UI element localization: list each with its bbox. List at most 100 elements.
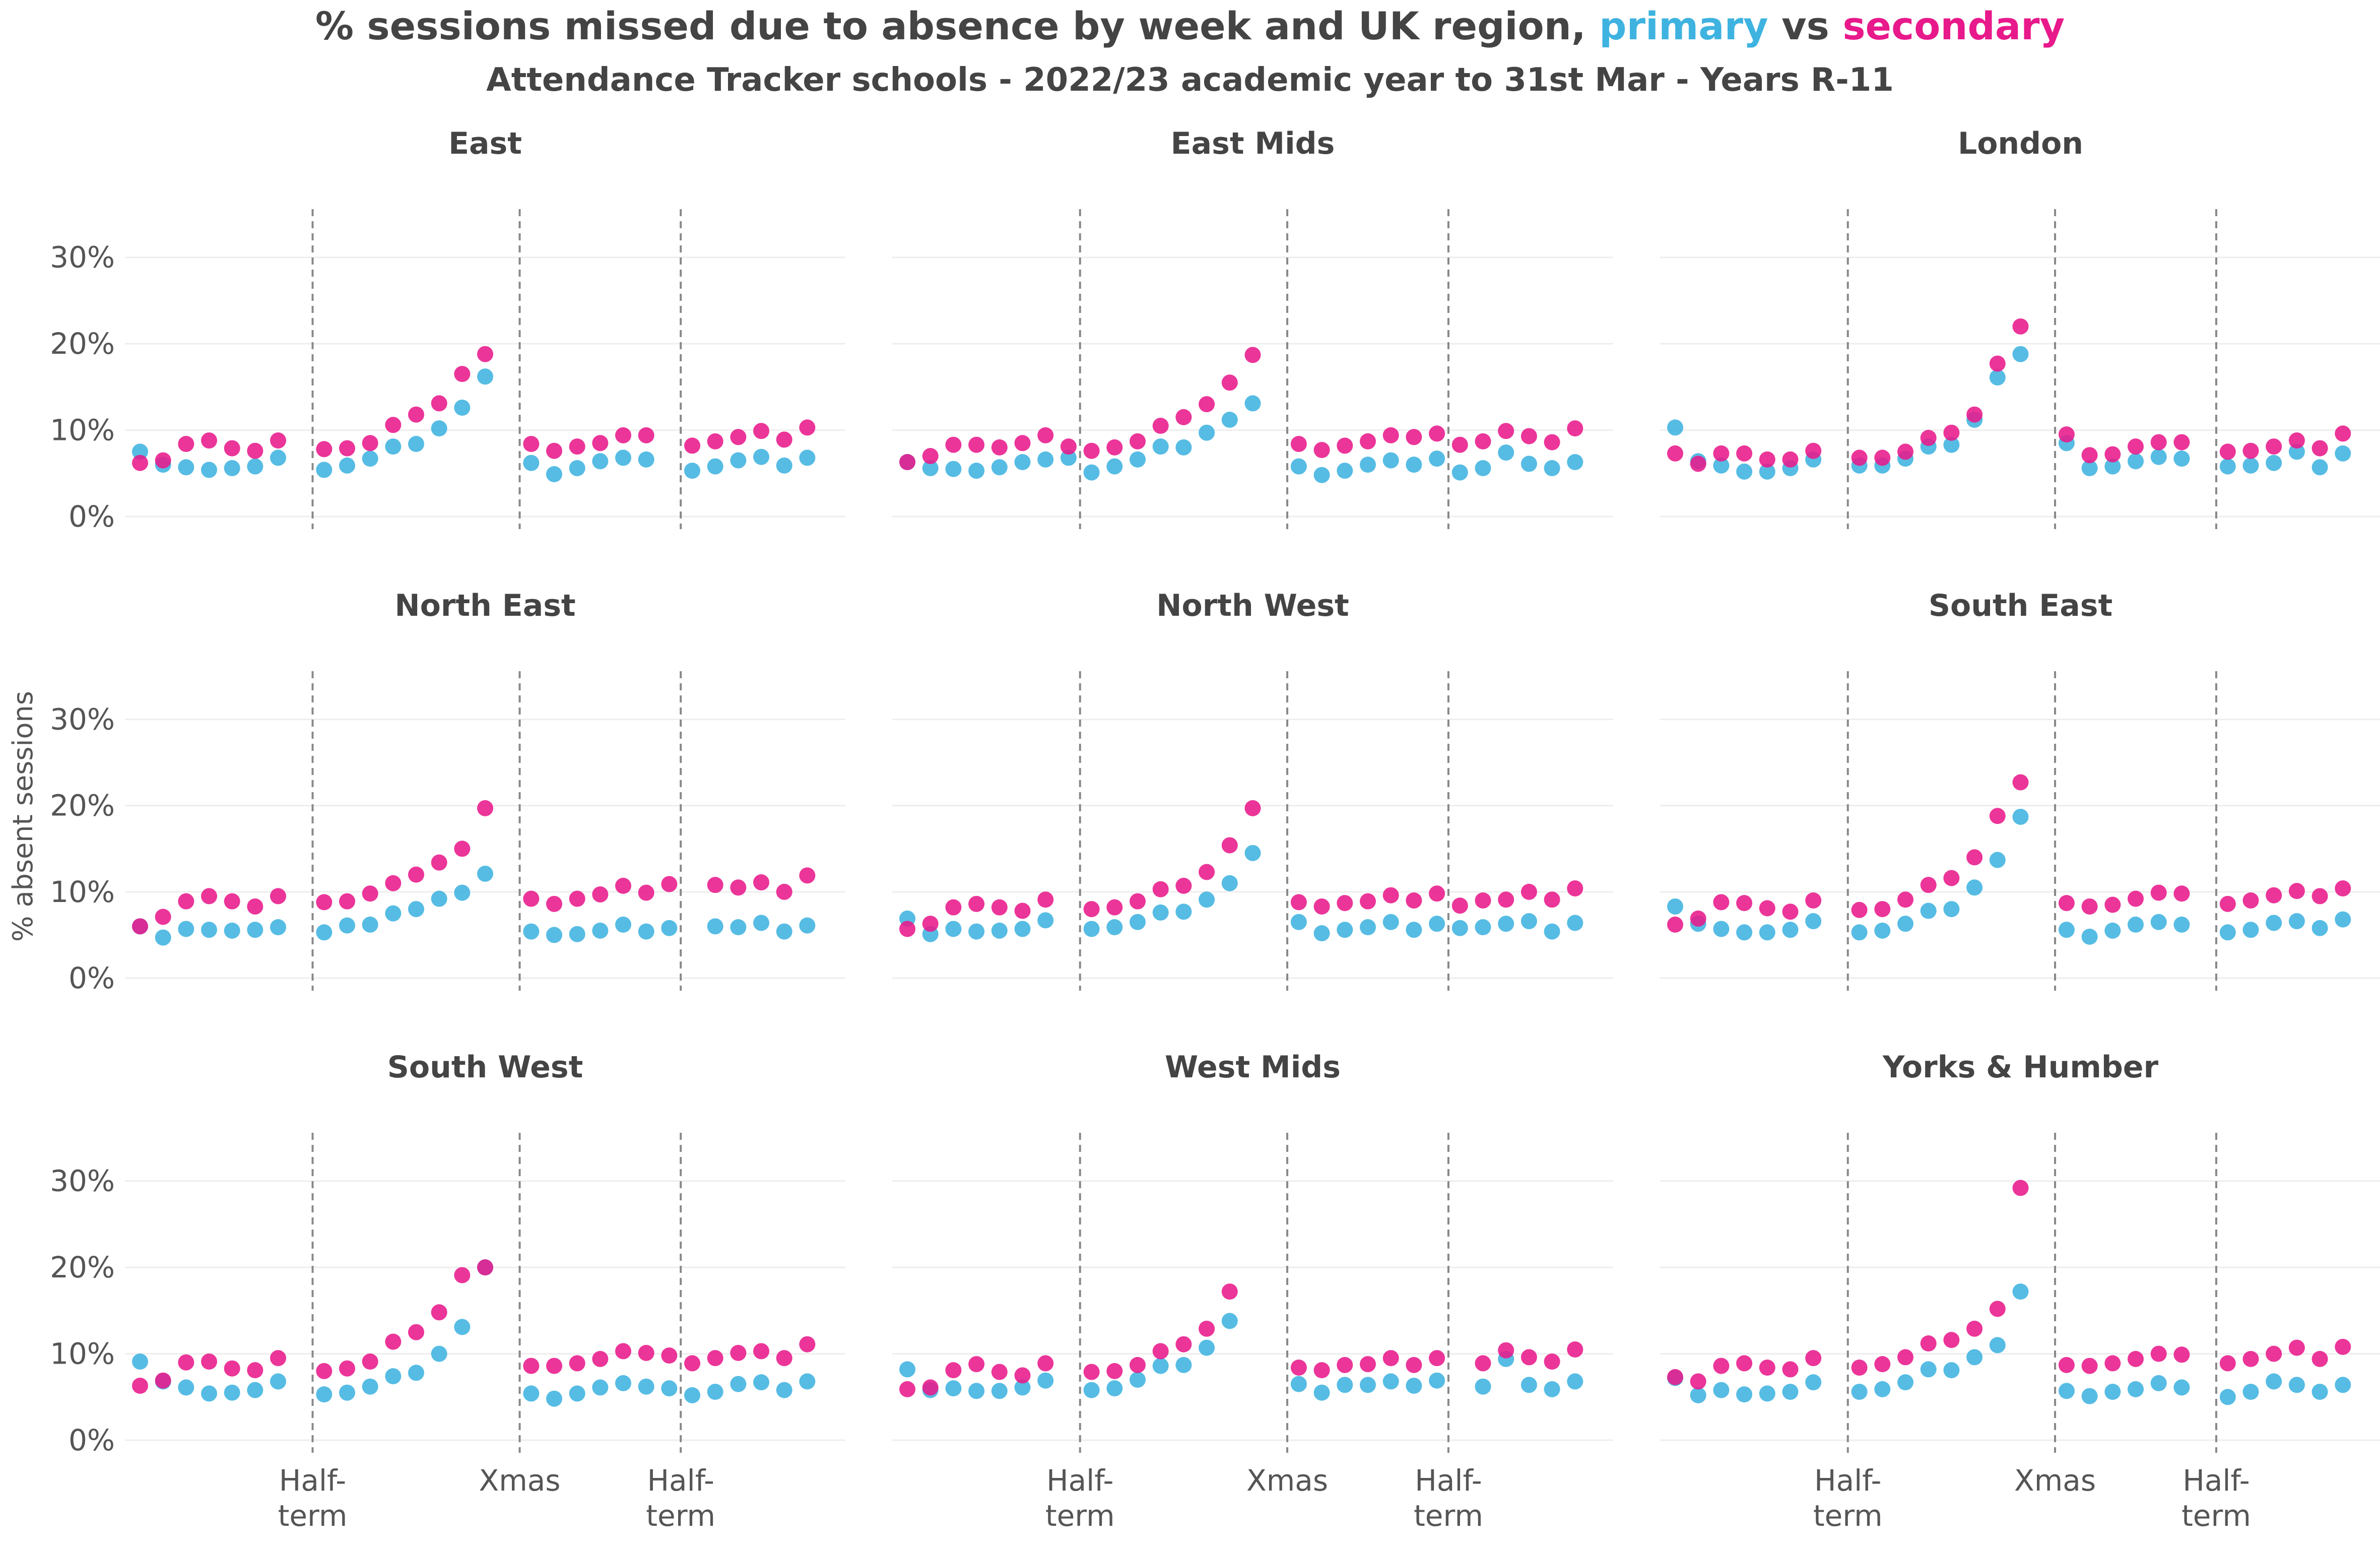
secondary-point (1520, 428, 1537, 444)
secondary-point (592, 886, 609, 903)
secondary-point (1382, 427, 1399, 443)
primary-point (1567, 454, 1583, 470)
secondary-point (1475, 892, 1491, 909)
primary-point (362, 450, 378, 467)
secondary-point (1199, 1320, 1215, 1337)
secondary-point (615, 877, 631, 894)
secondary-point (2242, 1350, 2259, 1367)
primary-point (1083, 921, 1100, 937)
primary-point (2242, 1384, 2259, 1400)
primary-point (2058, 922, 2075, 938)
secondary-point (1567, 1341, 1583, 1358)
secondary-point (1713, 1358, 1730, 1374)
secondary-point (1874, 1356, 1891, 1373)
primary-point (247, 458, 263, 475)
primary-point (2150, 1375, 2167, 1391)
primary-point (523, 455, 540, 471)
panel-title: London (1958, 126, 2083, 161)
primary-point (1382, 452, 1399, 469)
secondary-point (1920, 877, 1937, 893)
secondary-point (1544, 891, 1560, 908)
secondary-point (2173, 434, 2190, 450)
title-part-secondary: secondary (1842, 4, 2065, 48)
x-event-label: Half- (647, 1463, 714, 1498)
secondary-point (1106, 439, 1123, 456)
primary-point (2335, 911, 2351, 928)
secondary-point (730, 879, 747, 896)
secondary-point (1805, 442, 1822, 459)
primary-point (1244, 845, 1261, 861)
primary-point (2266, 915, 2282, 931)
secondary-point (1083, 1364, 1100, 1380)
primary-point (316, 1386, 333, 1403)
secondary-point (316, 441, 333, 458)
panel-south-east: South East (1660, 588, 2380, 991)
secondary-point (270, 888, 286, 905)
primary-point (339, 457, 355, 474)
primary-point (224, 922, 240, 939)
primary-point (1429, 1372, 1445, 1389)
secondary-point (1014, 1367, 1031, 1384)
primary-point (1337, 922, 1353, 938)
primary-point (1989, 1337, 2006, 1353)
secondary-point (1520, 883, 1537, 900)
panel-london: London (1660, 126, 2380, 529)
x-event-label: term (278, 1499, 348, 1533)
secondary-point (1966, 406, 1983, 423)
primary-point (316, 462, 333, 478)
secondary-point (2335, 880, 2351, 897)
primary-point (1221, 412, 1238, 428)
primary-point (2266, 1373, 2282, 1390)
secondary-point (1152, 881, 1169, 897)
primary-point (408, 901, 424, 918)
secondary-point (2335, 425, 2351, 442)
secondary-point (2242, 892, 2259, 909)
secondary-point (1130, 893, 1146, 910)
secondary-point (1106, 1363, 1123, 1379)
secondary-point (408, 1324, 424, 1340)
primary-point (1106, 919, 1123, 936)
secondary-point (201, 888, 217, 905)
secondary-point (661, 1347, 678, 1364)
primary-point (454, 884, 471, 901)
secondary-point (1175, 877, 1192, 894)
primary-point (638, 451, 654, 468)
secondary-point (1736, 1355, 1753, 1372)
secondary-point (1498, 1342, 1514, 1359)
primary-point (1475, 460, 1491, 476)
secondary-point (1989, 808, 2006, 824)
secondary-point (155, 909, 171, 925)
primary-point (638, 923, 654, 940)
y-tick-label: 10% (50, 1337, 115, 1371)
secondary-point (2128, 890, 2144, 907)
primary-point (1337, 463, 1353, 479)
primary-point (1805, 913, 1822, 930)
primary-point (2150, 448, 2167, 465)
primary-point (2266, 455, 2282, 471)
y-tick-label: 0% (69, 1423, 115, 1457)
secondary-point (2266, 887, 2282, 904)
panel-north-west: North West (892, 588, 1613, 991)
secondary-point (1782, 904, 1799, 920)
primary-point (2173, 1379, 2190, 1396)
secondary-point (1736, 445, 1753, 462)
secondary-point (2012, 318, 2029, 335)
secondary-point (1406, 892, 1422, 909)
y-tick-label: 30% (50, 240, 115, 275)
primary-point (247, 1382, 263, 1398)
secondary-point (776, 431, 792, 448)
secondary-point (546, 442, 562, 459)
secondary-point (1290, 894, 1307, 911)
secondary-point (1313, 898, 1330, 915)
primary-point (1360, 1377, 1376, 1393)
primary-point (1736, 1386, 1753, 1403)
secondary-point (339, 893, 355, 910)
secondary-point (1130, 1357, 1146, 1373)
primary-point (707, 1384, 723, 1400)
secondary-point (1690, 910, 1706, 927)
primary-point (2012, 346, 2029, 362)
primary-point (2104, 458, 2121, 475)
primary-point (1520, 913, 1537, 930)
primary-point (1713, 1382, 1730, 1398)
primary-point (1690, 1387, 1706, 1403)
